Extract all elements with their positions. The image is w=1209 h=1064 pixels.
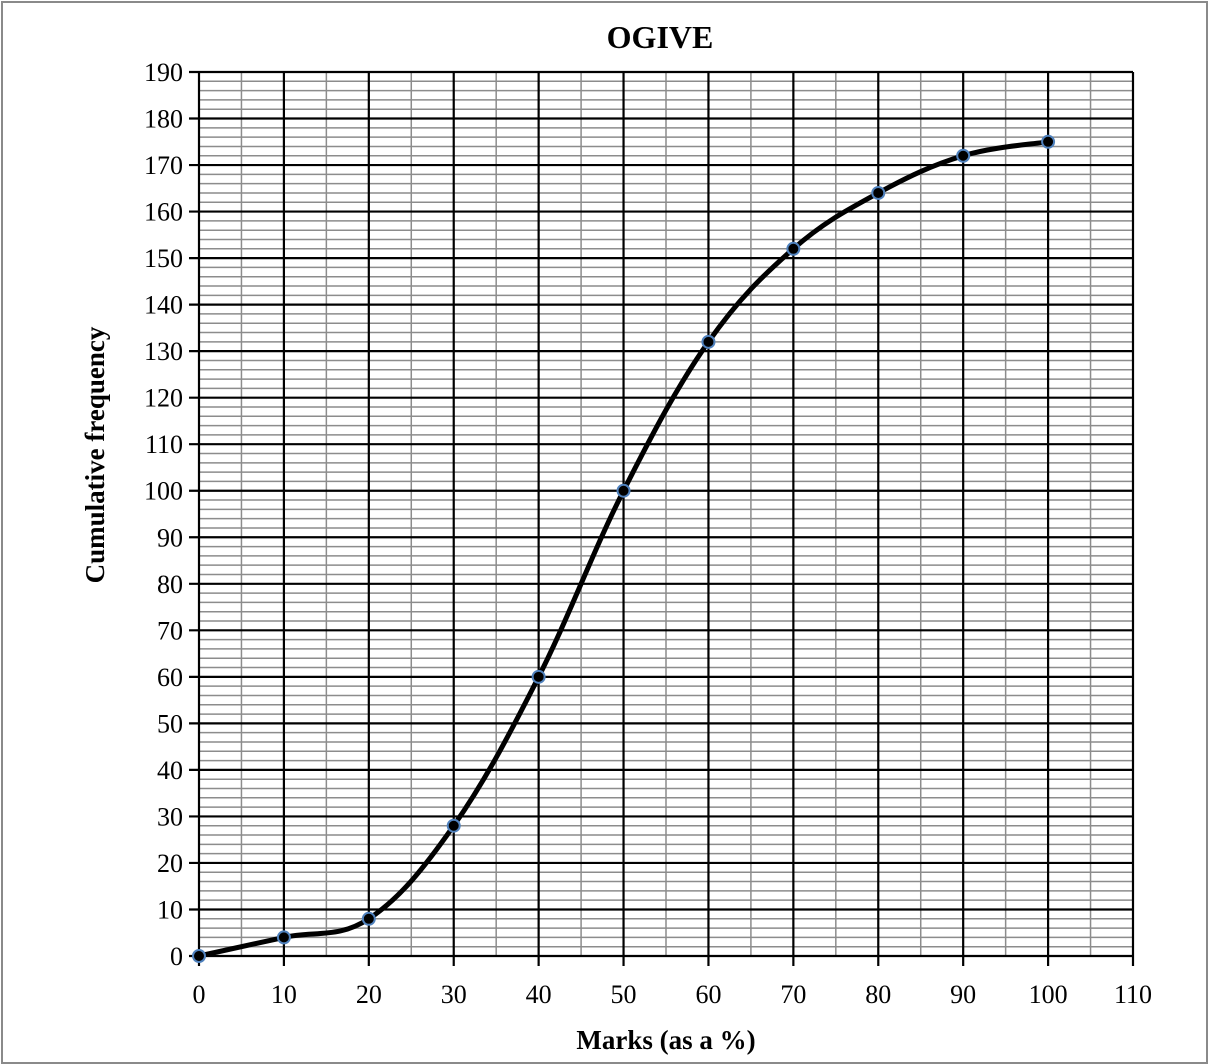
data-point [871,185,886,200]
data-point [1041,134,1056,149]
y-tick-label: 110 [145,430,183,459]
y-tick-label: 160 [144,198,183,227]
y-axis-label: Cumulative frequency [80,326,110,583]
y-tick-label: 0 [170,942,183,971]
x-tick-label: 10 [271,980,297,1009]
series [192,134,1056,963]
y-tick-label: 180 [144,105,183,134]
y-tick-label: 190 [144,58,183,87]
chart-title: OGIVE [607,19,714,55]
data-point [701,334,716,349]
data-point [192,949,206,963]
x-tick-label: 100 [1029,980,1068,1009]
y-tick-label: 80 [157,570,183,599]
y-tick-label: 20 [157,849,183,878]
data-point [531,669,546,684]
data-point [616,483,631,498]
y-tick-label: 30 [157,802,183,831]
y-tick-label: 70 [157,616,183,645]
data-point [446,818,461,833]
y-tick-label: 140 [144,291,183,320]
x-tick-label: 40 [526,980,552,1009]
tick-labels: 0102030405060708090100110120130140150160… [144,58,1152,1009]
y-tick-label: 60 [157,663,183,692]
y-tick-label: 100 [144,477,183,506]
x-tick-label: 50 [611,980,637,1009]
data-point [956,148,971,163]
y-tick-label: 40 [157,756,183,785]
x-tick-label: 20 [356,980,382,1009]
y-tick-label: 50 [157,709,183,738]
y-tick-label: 170 [144,151,183,180]
x-tick-label: 60 [695,980,721,1009]
x-tick-label: 70 [780,980,806,1009]
data-point [786,241,801,256]
data-point [361,911,376,926]
x-tick-label: 110 [1114,980,1152,1009]
x-axis-label: Marks (as a %) [576,1025,755,1055]
x-tick-label: 30 [441,980,467,1009]
y-tick-label: 150 [144,244,183,273]
x-tick-label: 0 [193,980,206,1009]
x-tick-label: 90 [950,980,976,1009]
y-tick-label: 120 [144,384,183,413]
data-point [276,930,291,945]
y-tick-label: 10 [157,895,183,924]
grid [189,70,1135,966]
x-tick-label: 80 [865,980,891,1009]
y-tick-label: 90 [157,523,183,552]
y-tick-label: 130 [144,337,183,366]
